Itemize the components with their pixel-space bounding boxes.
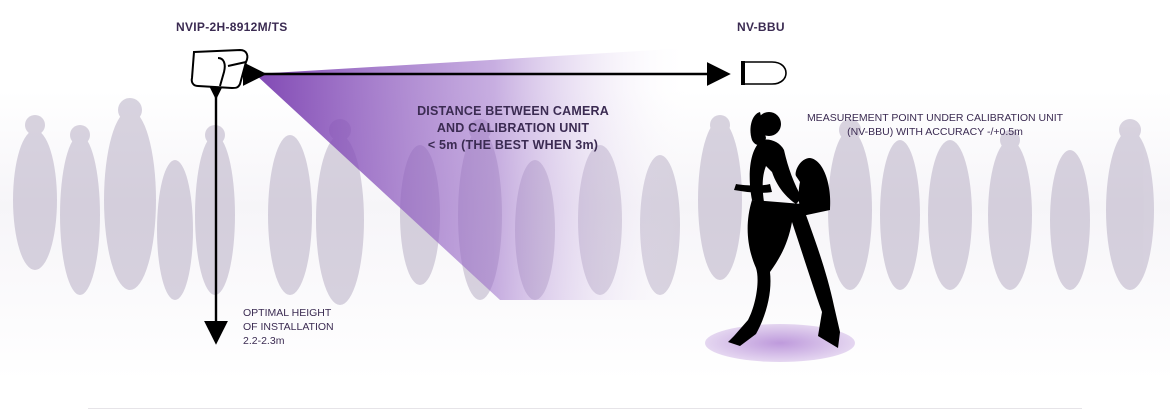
woman-silhouette-icon (728, 112, 840, 348)
distance-note-line3: < 5m (THE BEST WHEN 3m) (427, 138, 599, 152)
camera-view-cone (255, 48, 690, 300)
height-note-line2: OF INSTALLATION (243, 321, 334, 333)
bottom-divider (88, 408, 1082, 409)
height-note: OPTIMAL HEIGHT OF INSTALLATION 2.2-2.3m (243, 306, 334, 348)
distance-note: DISTANCE BETWEEN CAMERA AND CALIBRATION … (400, 103, 626, 154)
camera-icon (190, 48, 249, 90)
height-note-line3: 2.2-2.3m (243, 335, 285, 347)
distance-note-line1: DISTANCE BETWEEN CAMERA (417, 104, 609, 118)
distance-note-line2: AND CALIBRATION UNIT (436, 121, 590, 135)
height-note-line1: OPTIMAL HEIGHT (243, 307, 332, 319)
camera-model-label: NVIP-2H-8912M/TS (176, 20, 288, 34)
measurement-note-line2: (NV-BBU) WITH ACCURACY -/+0.5m (847, 126, 1023, 138)
measurement-note: MEASUREMENT POINT UNDER CALIBRATION UNIT… (800, 111, 1070, 139)
measurement-note-line1: MEASUREMENT POINT UNDER CALIBRATION UNIT (806, 112, 1064, 124)
calibration-unit-icon (741, 61, 787, 85)
calibration-unit-model-label: NV-BBU (737, 20, 785, 34)
